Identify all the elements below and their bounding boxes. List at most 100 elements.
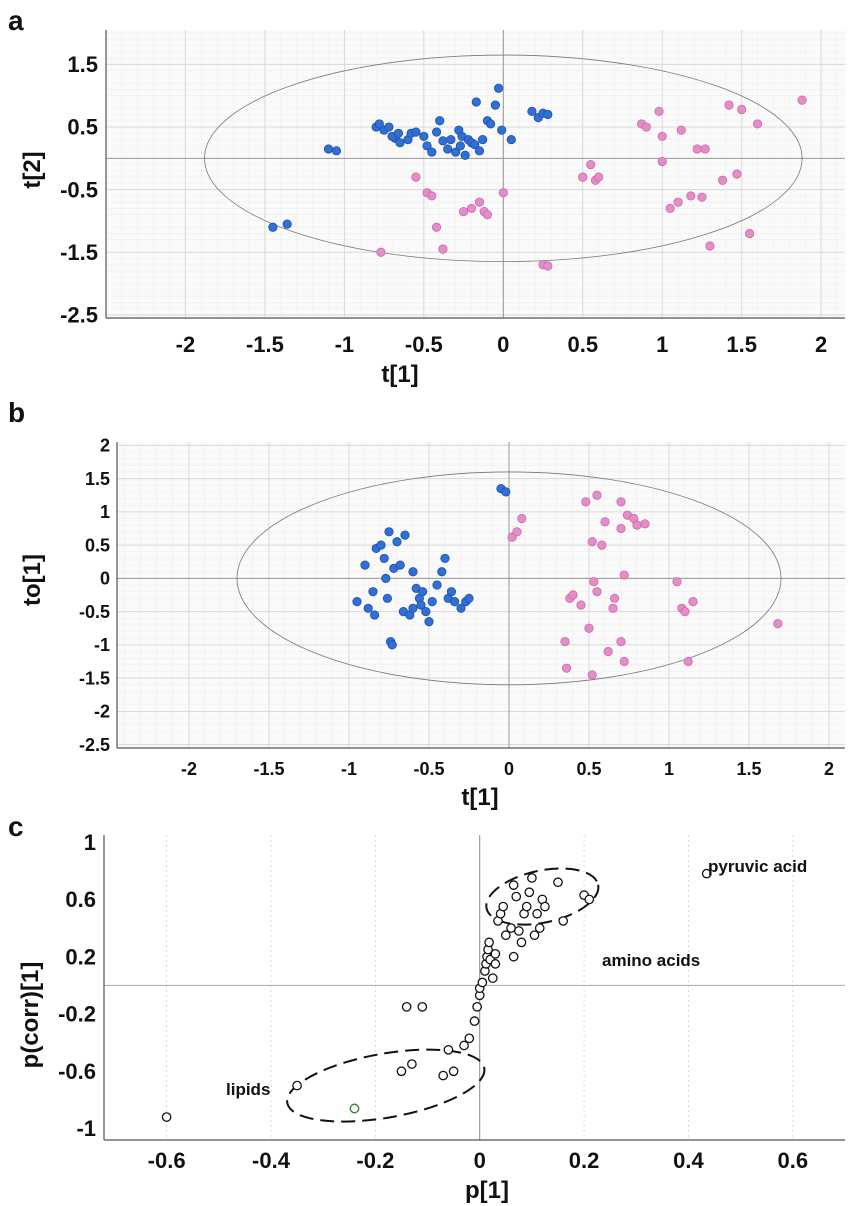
y-tick-label: -0.2: [58, 1002, 96, 1027]
loading-point: [540, 901, 550, 912]
pink-point: [597, 540, 607, 550]
blue-point: [497, 125, 507, 135]
loading-point: [417, 1001, 428, 1012]
pink-point: [592, 587, 602, 597]
pink-point: [692, 144, 702, 154]
loading-point: [506, 923, 516, 933]
y-tick-label: -1.5: [79, 668, 110, 688]
blue-point: [438, 136, 448, 146]
pink-point: [737, 104, 747, 115]
x-tick-label: 0.4: [673, 1148, 704, 1173]
pink-point: [718, 175, 728, 185]
loading-point: [529, 930, 540, 941]
loading-point: [490, 948, 501, 959]
pink-point: [587, 670, 597, 680]
blue-point: [470, 139, 480, 150]
blue-point: [437, 567, 447, 577]
pink-point: [498, 188, 508, 198]
loading-point: [508, 880, 519, 890]
pink-point: [724, 100, 734, 110]
x-tick-label: 0.6: [778, 1148, 809, 1173]
y-tick-label: -2.5: [60, 303, 98, 328]
x-tick-label: 1: [664, 759, 674, 779]
y-tick-label: -1.5: [60, 240, 98, 265]
amino-acids-ellipse: [485, 867, 600, 926]
x-tick-label: 2: [824, 759, 834, 779]
x-tick-label: 0: [504, 759, 514, 779]
loading-point: [516, 937, 527, 948]
x-tick-label: -1: [341, 759, 357, 779]
x-tick-label: 0: [497, 332, 509, 357]
pink-point: [745, 228, 755, 239]
confidence-ellipse: [236, 471, 782, 686]
pink-point: [672, 577, 682, 587]
blue-point: [268, 222, 278, 232]
blue-point: [543, 109, 553, 120]
plot-background: [117, 442, 845, 748]
pink-point: [578, 172, 588, 182]
pink-point: [654, 106, 664, 116]
axes: [103, 835, 845, 1141]
blue-point: [422, 141, 432, 151]
x-tick-labels: -2 -1.5 -1 -0.5 0 0.5 1 1.5 2: [181, 759, 834, 779]
pink-point: [700, 144, 710, 154]
blue-point: [432, 580, 442, 590]
loading-point: [500, 930, 511, 941]
y-tick-label: -0.6: [58, 1059, 96, 1084]
y-tick-label: 1.5: [85, 469, 110, 489]
x-tick-label: 0.2: [569, 1148, 600, 1173]
x-tick-label: -2: [176, 332, 196, 357]
blue-point: [464, 593, 474, 603]
loading-point: [553, 877, 563, 888]
pink-point: [584, 623, 594, 633]
loading-point: [701, 868, 712, 879]
pink-point: [797, 95, 807, 105]
blue-point: [460, 150, 470, 160]
panel-c: c -0.6 -0.4 -0.2 0 0.2 0.4 0.6 10.60.2-0.2-0.6…: [8, 811, 845, 1204]
pink-point: [512, 527, 522, 537]
pink-point: [587, 537, 597, 547]
panel-letter-a: a: [8, 5, 24, 36]
pink-point: [619, 570, 629, 580]
blue-point: [384, 122, 394, 132]
pink-point: [517, 513, 527, 524]
x-tick-label: -0.5: [405, 332, 443, 357]
y-tick-label: -1: [76, 1116, 96, 1141]
blue-point: [323, 144, 334, 154]
blue-point: [382, 593, 392, 603]
loading-point: [584, 894, 595, 905]
blue-point: [446, 134, 456, 145]
blue-point: [527, 106, 537, 116]
x-tick-label: 1.5: [736, 759, 761, 779]
blue-point: [282, 219, 292, 229]
x-tick-label: -0.4: [252, 1148, 291, 1173]
y-axis-label: to[1]: [19, 554, 46, 606]
pink-point: [665, 203, 675, 214]
pink-point: [561, 663, 572, 673]
blue-point: [449, 597, 460, 607]
pink-point: [589, 577, 599, 587]
loading-point: [443, 1044, 454, 1055]
blue-point: [393, 128, 404, 138]
y-tick-labels: 1.5 0.5 -0.5 -1.5 -2.5: [60, 52, 98, 327]
loading-point: [161, 1112, 172, 1122]
x-tick-label: -1.5: [253, 759, 284, 779]
x-tick-labels: -0.6 -0.4 -0.2 0 0.2 0.4 0.6: [148, 1148, 808, 1173]
annotation-amino-acids: amino acids: [602, 951, 700, 970]
x-axis-label: t[1]: [381, 361, 418, 388]
scatter-points: [161, 868, 712, 1122]
panel-letter-b: b: [8, 397, 25, 428]
x-tick-label: 2: [815, 332, 827, 357]
loading-point: [527, 873, 537, 883]
blue-point: [485, 119, 496, 129]
pink-point: [482, 210, 493, 220]
blue-point: [374, 119, 384, 129]
x-tick-label: 0: [474, 1148, 486, 1173]
blue-point: [369, 610, 380, 620]
blue-point: [417, 587, 428, 597]
blue-point: [416, 600, 426, 610]
x-tick-label: -1.5: [246, 332, 284, 357]
loading-point: [490, 959, 501, 969]
loading-point: [558, 916, 569, 926]
pink-point: [581, 497, 591, 507]
